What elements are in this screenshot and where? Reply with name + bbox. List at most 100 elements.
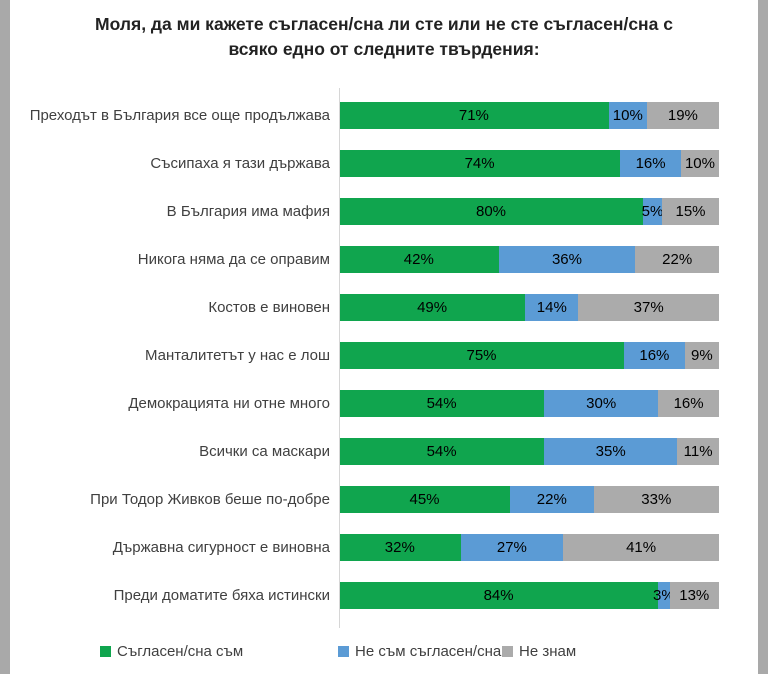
- bar-segment-agree: 54%: [339, 437, 545, 465]
- legend-label-agree: Съгласен/сна съм: [117, 643, 244, 660]
- stacked-bar: 42% 36% 22%: [339, 245, 719, 273]
- legend-swatch-disagree-icon: [338, 646, 349, 657]
- legend-item-agree: Съгласен/сна съм: [100, 643, 243, 660]
- value-label: 27%: [496, 538, 527, 556]
- chart-row: Никога няма да се оправим 42% 36% 22%: [10, 235, 719, 283]
- chart-title-line2: всяко едно от следните твърдения:: [228, 39, 540, 59]
- bar-segment-disagree: 35%: [544, 437, 678, 465]
- chart-row: Съсипаха я тази държава 74% 16% 10%: [10, 139, 719, 187]
- bar-segment-disagree: 16%: [624, 341, 685, 369]
- value-label: 45%: [409, 490, 440, 508]
- chart-title-line1: Моля, да ми кажете съгласен/сна ли сте и…: [95, 14, 673, 34]
- chart-row: В България има мафия 80% 5% 15%: [10, 187, 719, 235]
- chart-row: Преходът в България все още продължава 71…: [10, 91, 719, 139]
- legend-item-dont-know: Не знам: [502, 643, 576, 660]
- category-label: При Тодор Живков беше по-добре: [90, 490, 330, 508]
- bar-segment-agree: 75%: [339, 341, 624, 369]
- bar-segment-disagree: 3%: [653, 581, 675, 609]
- legend-label-dont-know: Не знам: [519, 643, 577, 660]
- stacked-bar: 54% 30% 16%: [339, 389, 719, 417]
- value-label: 10%: [612, 106, 643, 124]
- left-frame-border: [0, 0, 10, 674]
- value-label: 5%: [641, 202, 664, 220]
- value-label: 22%: [536, 490, 567, 508]
- value-label: 33%: [641, 490, 672, 508]
- value-label: 11%: [683, 442, 713, 460]
- bar-segment-disagree: 30%: [544, 389, 659, 417]
- value-label: 16%: [639, 346, 670, 364]
- bar-segment-disagree: 14%: [525, 293, 579, 321]
- legend: Съгласен/сна съм Не съм съгласен/сна Не …: [0, 643, 768, 665]
- value-label: 16%: [635, 154, 666, 172]
- value-label: 30%: [586, 394, 617, 412]
- chart-row: Костов е виновен 49% 14% 37%: [10, 283, 719, 331]
- value-label: 32%: [384, 538, 415, 556]
- category-label: Преходът в България все още продължава: [29, 106, 330, 124]
- value-label: 14%: [536, 298, 567, 316]
- category-label: Всички са маскари: [199, 442, 330, 460]
- chart-row: Манталитетът у нас е лош 75% 16% 9%: [10, 331, 719, 379]
- category-label: В България има мафия: [166, 202, 330, 220]
- value-label: 49%: [417, 298, 448, 316]
- value-label: 41%: [626, 538, 657, 556]
- bar-segment-dont-know: 13%: [669, 581, 719, 609]
- bar-segment-agree: 32%: [339, 533, 461, 561]
- value-label: 54%: [426, 394, 457, 412]
- stacked-bar: 74% 16% 10%: [339, 149, 719, 177]
- stacked-bar: 54% 35% 11%: [339, 437, 719, 465]
- bar-segment-agree: 49%: [339, 293, 526, 321]
- bar-segment-disagree: 36%: [498, 245, 636, 273]
- bar-segment-agree: 42%: [339, 245, 499, 273]
- stacked-bar: 32% 27% 41%: [339, 533, 719, 561]
- value-label: 22%: [662, 250, 693, 268]
- value-label: 36%: [551, 250, 582, 268]
- bar-segment-dont-know: 10%: [680, 149, 719, 177]
- bar-segment-dont-know: 37%: [578, 293, 719, 321]
- chart-title: Моля, да ми кажете съгласен/сна ли сте и…: [40, 12, 728, 62]
- category-label: Съсипаха я тази държава: [150, 154, 330, 172]
- value-label: 13%: [679, 586, 710, 604]
- legend-label-disagree: Не съм съгласен/сна: [355, 643, 502, 660]
- chart-row: Демокрацията ни отне много 54% 30% 16%: [10, 379, 719, 427]
- stacked-bar: 80% 5% 15%: [339, 197, 719, 225]
- bar-segment-dont-know: 33%: [593, 485, 719, 513]
- category-axis-line: [339, 88, 340, 628]
- stacked-bar-chart: Преходът в България все още продължава 71…: [10, 88, 719, 628]
- bar-segment-agree: 84%: [339, 581, 659, 609]
- value-label: 75%: [466, 346, 497, 364]
- bar-segment-dont-know: 41%: [563, 533, 719, 561]
- stacked-bar: 49% 14% 37%: [339, 293, 719, 321]
- bar-segment-agree: 74%: [339, 149, 621, 177]
- bar-segment-disagree: 10%: [608, 101, 647, 129]
- value-label: 37%: [633, 298, 664, 316]
- chart-row: Всички са маскари 54% 35% 11%: [10, 427, 719, 475]
- stacked-bar: 75% 16% 9%: [339, 341, 719, 369]
- bar-segment-disagree: 5%: [641, 197, 664, 225]
- value-label: 16%: [673, 394, 704, 412]
- stacked-bar: 84% 3% 13%: [339, 581, 719, 609]
- category-label: Манталитетът у нас е лош: [144, 346, 330, 364]
- bar-segment-agree: 45%: [339, 485, 510, 513]
- legend-swatch-dont-know-icon: [502, 646, 513, 657]
- bar-segment-agree: 71%: [339, 101, 609, 129]
- chart-row: Държавна сигурност е виновна 32% 27% 41%: [10, 523, 719, 571]
- value-label: 35%: [595, 442, 626, 460]
- value-label: 3%: [653, 586, 675, 604]
- category-label: Преди доматите бяха истински: [113, 586, 330, 604]
- bar-segment-disagree: 16%: [620, 149, 681, 177]
- value-label: 9%: [691, 346, 713, 364]
- category-label: Костов е виновен: [208, 298, 330, 316]
- bar-segment-dont-know: 15%: [662, 197, 719, 225]
- value-label: 74%: [464, 154, 495, 172]
- value-label: 84%: [483, 586, 514, 604]
- right-frame-border: [758, 0, 768, 674]
- stacked-bar: 45% 22% 33%: [339, 485, 719, 513]
- chart-row: Преди доматите бяха истински 84% 3% 13%: [10, 571, 719, 619]
- bar-segment-dont-know: 9%: [684, 341, 719, 369]
- category-label: Държавна сигурност е виновна: [112, 538, 330, 556]
- value-label: 10%: [684, 154, 715, 172]
- value-label: 71%: [458, 106, 489, 124]
- bar-segment-agree: 80%: [339, 197, 643, 225]
- chart-rows: Преходът в България все още продължава 71…: [10, 91, 719, 619]
- legend-swatch-agree-icon: [100, 646, 111, 657]
